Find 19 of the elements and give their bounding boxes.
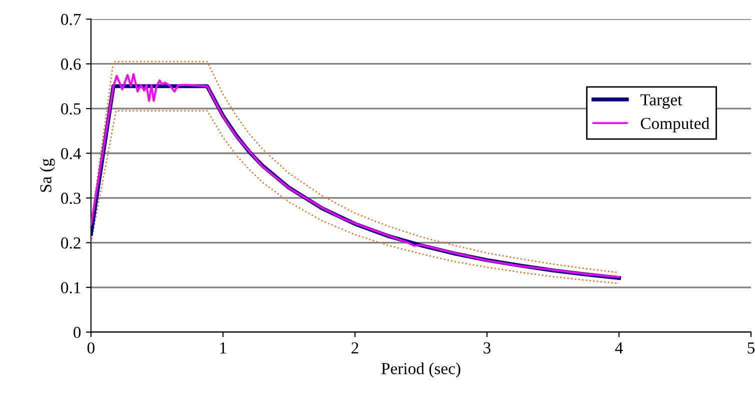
y-axis-title: Sa (g <box>40 158 55 192</box>
y-tick-label: 0.5 <box>61 103 81 115</box>
line-series <box>90 110 620 284</box>
y-tick-label: 0 <box>74 326 81 338</box>
x-tick-label: 5 <box>748 342 755 354</box>
x-axis-title: Period (sec) <box>381 362 460 378</box>
x-tick-label: 1 <box>220 342 226 354</box>
y-tick-label: 0.4 <box>61 148 81 160</box>
y-tick-label: 0.1 <box>61 282 80 294</box>
x-tick-label: 0 <box>87 342 95 354</box>
y-tick-label: 0.7 <box>61 14 81 26</box>
legend-label: Computed <box>640 117 710 132</box>
legend-label: Target <box>640 94 682 109</box>
x-tick-label: 2 <box>352 342 358 354</box>
x-tick-label: 3 <box>484 342 491 354</box>
y-tick-label: 0.2 <box>61 237 80 249</box>
y-tick-label: 0.6 <box>61 58 81 70</box>
y-tick-label: 0.3 <box>61 192 81 204</box>
x-tick-label: 4 <box>615 342 623 354</box>
